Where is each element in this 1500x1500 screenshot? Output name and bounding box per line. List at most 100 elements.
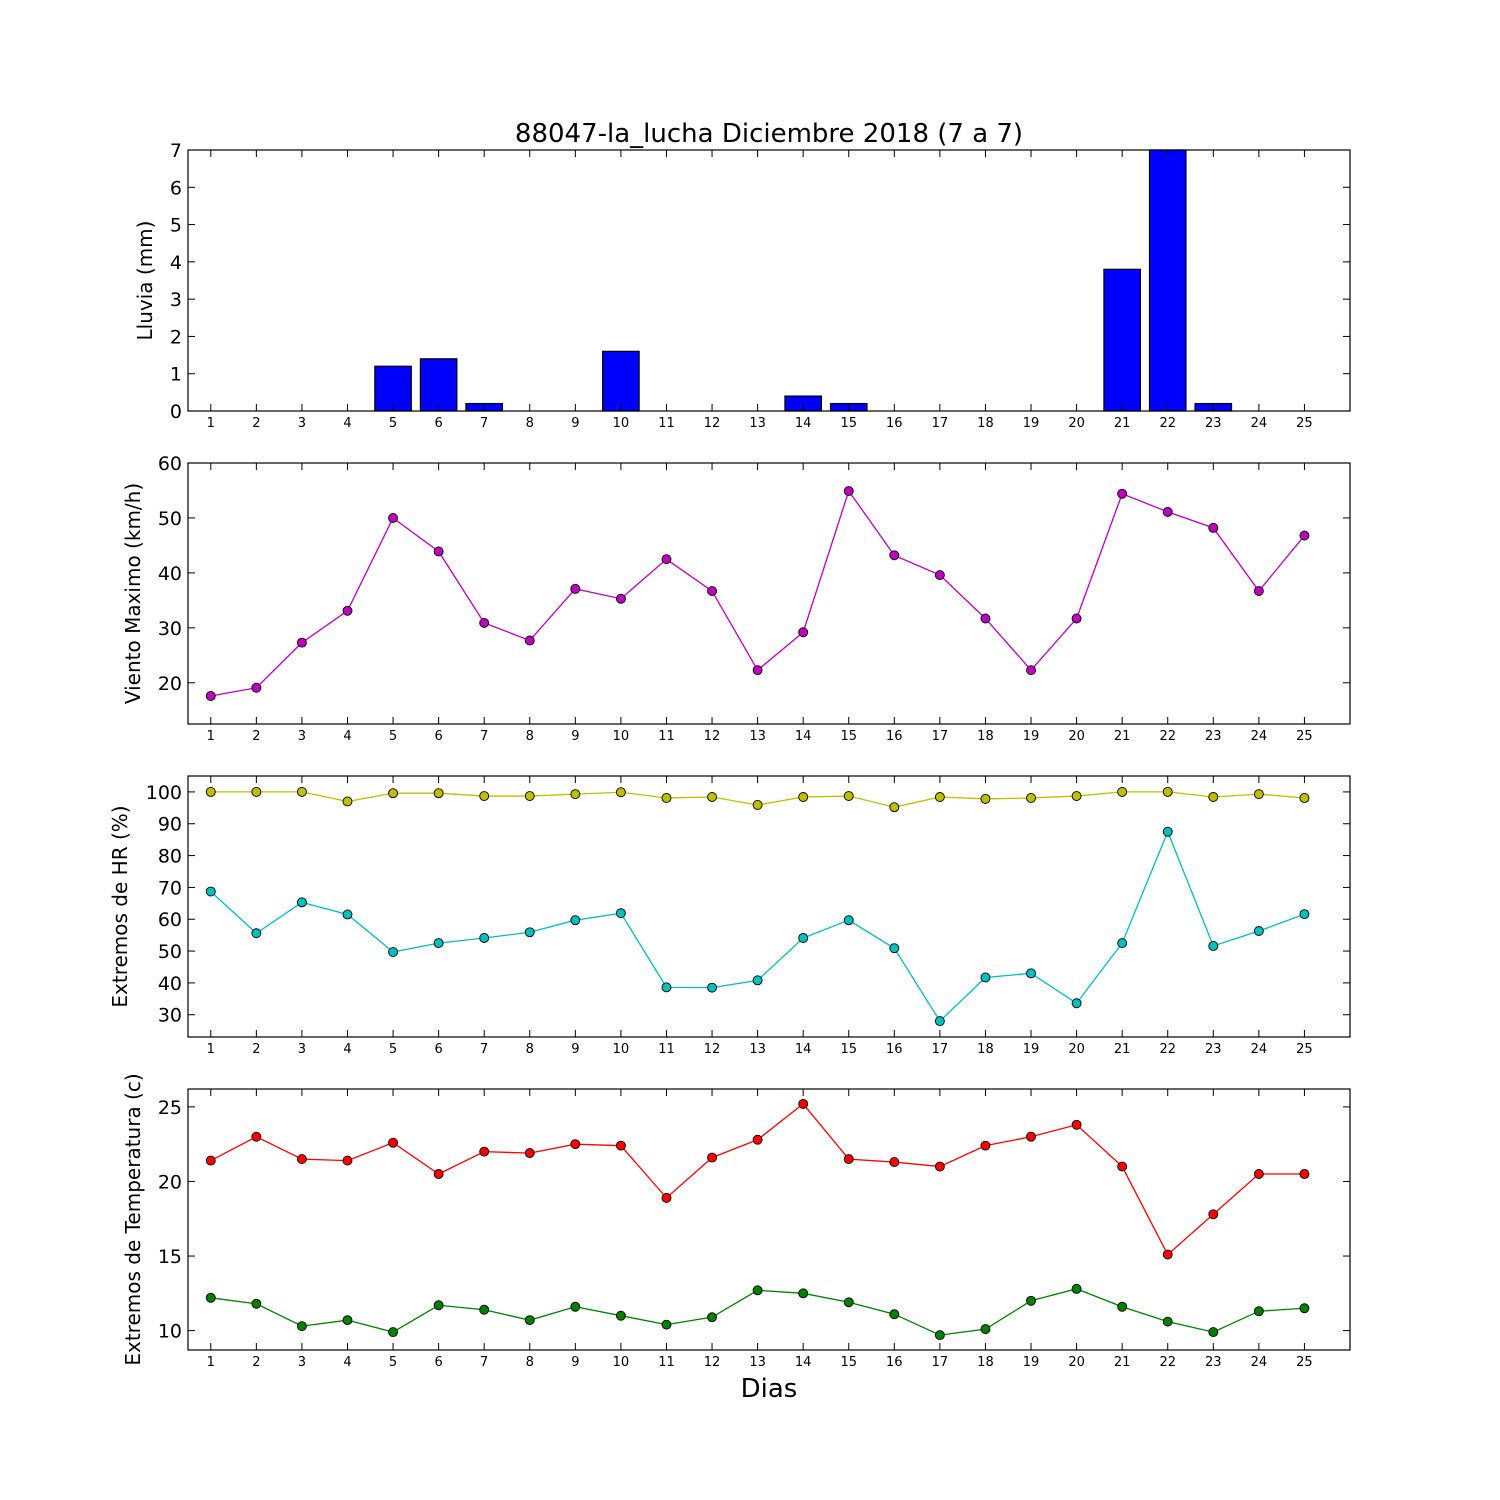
data-point-s1-day-25 xyxy=(1299,793,1310,803)
y-tick-label: 1 xyxy=(170,364,182,386)
data-point-s1-day-24 xyxy=(1253,586,1264,596)
y-tick-label: 5 xyxy=(170,215,182,237)
data-point-s2-day-3 xyxy=(296,1321,307,1332)
data-point-s2-day-19 xyxy=(1026,968,1036,979)
y-axis-label: Viento Maximo (km/h) xyxy=(121,483,145,704)
data-point-s2-day-17 xyxy=(934,1016,945,1027)
data-point-s2-day-15 xyxy=(843,915,854,926)
data-point-s2-day-14 xyxy=(798,1288,809,1299)
data-point-s2-day-13 xyxy=(752,975,763,986)
x-tick-label: 23 xyxy=(1205,416,1222,431)
data-point-s2-day-21 xyxy=(1117,938,1128,949)
x-tick-label: 4 xyxy=(343,729,351,744)
data-point-s2-day-12 xyxy=(707,982,717,993)
x-tick-label: 13 xyxy=(749,729,766,744)
data-point-s1-day-22 xyxy=(1162,1249,1173,1260)
data-point-s2-day-1 xyxy=(205,1292,216,1303)
rain-bar-day-6 xyxy=(419,358,458,412)
x-tick-label: 24 xyxy=(1251,416,1268,431)
x-tick-label: 20 xyxy=(1068,1355,1085,1370)
data-point-s2-day-3 xyxy=(296,897,307,908)
data-point-s1-day-1 xyxy=(205,691,216,701)
x-tick-label: 14 xyxy=(795,1042,812,1057)
x-tick-label: 4 xyxy=(343,416,351,431)
x-tick-label: 7 xyxy=(480,1355,488,1370)
data-point-s2-day-5 xyxy=(388,947,399,957)
data-point-s1-day-25 xyxy=(1299,1169,1310,1179)
x-tick-label: 1 xyxy=(207,416,215,431)
x-tick-label: 6 xyxy=(434,1042,442,1057)
data-point-s1-day-14 xyxy=(798,1098,809,1109)
x-tick-label: 11 xyxy=(658,1355,675,1370)
data-point-s1-day-5 xyxy=(388,788,399,799)
x-tick-label: 15 xyxy=(840,1042,857,1057)
x-tick-label: 25 xyxy=(1296,1042,1313,1057)
data-point-s2-day-5 xyxy=(388,1327,399,1338)
series-line-1 xyxy=(210,1103,1305,1256)
y-axis-label: Lluvia (mm) xyxy=(133,221,157,341)
x-tick-label: 13 xyxy=(749,416,766,431)
x-tick-label: 13 xyxy=(749,1042,766,1057)
data-point-s1-day-23 xyxy=(1208,792,1219,802)
y-tick-label: 30 xyxy=(158,618,182,640)
data-point-s1-day-3 xyxy=(296,786,307,797)
x-tick-label: 8 xyxy=(526,1042,534,1057)
rain-bar-day-5 xyxy=(374,365,412,412)
x-tick-label: 2 xyxy=(252,729,260,744)
y-tick-label: 15 xyxy=(158,1246,182,1268)
subplot-2: 1 2 3 4 5 6 7 8 9 10 11 12 13 14 15 16 17 18 19 20 21 22 23 24 2… xyxy=(121,453,1351,744)
data-point-s2-day-14 xyxy=(798,933,809,943)
data-point-s1-day-19 xyxy=(1026,665,1036,676)
rain-bar-day-21 xyxy=(1103,268,1141,412)
x-tick-label: 21 xyxy=(1114,1355,1131,1370)
data-point-s1-day-16 xyxy=(889,550,900,561)
y-tick-label: 6 xyxy=(170,177,182,199)
data-point-s2-day-24 xyxy=(1253,926,1264,936)
subplot-4: 1 2 3 4 5 6 7 8 9 10 11 12 13 14 15 16 17 18 19 20 21 22 23 24 2… xyxy=(121,1073,1351,1370)
x-tick-label: 17 xyxy=(932,1042,949,1057)
x-tick-label: 12 xyxy=(704,729,721,744)
x-tick-label: 9 xyxy=(571,1355,579,1370)
x-tick-label: 10 xyxy=(613,1042,630,1057)
x-tick-label: 15 xyxy=(840,416,857,431)
data-point-s1-day-8 xyxy=(524,635,535,646)
data-point-s1-day-7 xyxy=(479,617,490,628)
x-tick-label: 1 xyxy=(207,1355,215,1370)
x-tick-label: 2 xyxy=(252,416,260,431)
data-point-s1-day-15 xyxy=(843,486,854,496)
data-point-s2-day-21 xyxy=(1117,1301,1128,1312)
y-tick-label: 2 xyxy=(170,326,182,348)
x-tick-label: 12 xyxy=(704,1042,721,1057)
y-tick-label: 100 xyxy=(146,782,182,804)
data-point-s2-day-10 xyxy=(615,908,626,919)
x-tick-label: 14 xyxy=(795,729,812,744)
data-point-s1-day-17 xyxy=(934,1161,945,1172)
data-point-s2-day-20 xyxy=(1071,998,1082,1009)
data-point-s2-day-15 xyxy=(843,1297,854,1308)
data-point-s1-day-1 xyxy=(205,1155,216,1166)
data-point-s1-day-23 xyxy=(1208,522,1219,533)
x-tick-label: 7 xyxy=(480,729,488,744)
y-tick-label: 7 xyxy=(170,140,182,162)
series-line-2 xyxy=(210,1288,1305,1336)
data-point-s2-day-13 xyxy=(752,1285,763,1296)
x-tick-label: 7 xyxy=(480,416,488,431)
x-tick-label: 9 xyxy=(571,729,579,744)
data-point-s1-day-21 xyxy=(1117,1161,1128,1172)
x-tick-label: 23 xyxy=(1205,1042,1222,1057)
x-tick-label: 19 xyxy=(1023,416,1040,431)
x-tick-label: 13 xyxy=(749,1355,766,1370)
x-tick-label: 16 xyxy=(886,1042,903,1057)
data-point-s1-day-24 xyxy=(1253,1169,1264,1179)
data-point-s1-day-22 xyxy=(1162,786,1173,797)
y-axis-label: Extremos de HR (%) xyxy=(108,805,132,1007)
x-tick-label: 9 xyxy=(571,416,579,431)
data-point-s1-day-18 xyxy=(980,613,991,624)
x-tick-label: 23 xyxy=(1205,1355,1222,1370)
data-point-s2-day-2 xyxy=(251,1298,262,1309)
series-line-2 xyxy=(210,829,1305,1023)
x-tick-label: 16 xyxy=(886,416,903,431)
plot-frame xyxy=(187,1088,1351,1351)
data-point-s2-day-7 xyxy=(479,1304,490,1315)
